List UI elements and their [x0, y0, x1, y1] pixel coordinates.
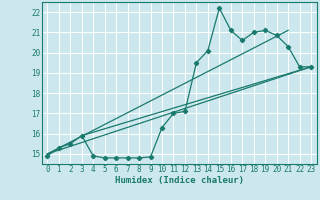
- X-axis label: Humidex (Indice chaleur): Humidex (Indice chaleur): [115, 176, 244, 185]
